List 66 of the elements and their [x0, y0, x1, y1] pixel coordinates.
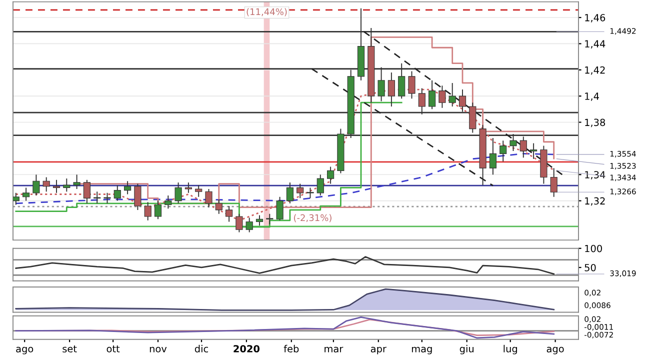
candlestick: [124, 180, 132, 195]
candlestick: [215, 198, 222, 214]
candlestick: [388, 72, 395, 108]
x-tick-label: dic: [194, 344, 208, 352]
line-series: [15, 256, 555, 275]
x-tick-label: ago: [16, 346, 34, 354]
candlestick: [205, 188, 212, 208]
candlestick: [306, 187, 314, 199]
y-tick-label: 1,38: [585, 118, 606, 128]
candlestick: [530, 142, 538, 160]
candlestick: [246, 217, 253, 233]
candlestick: [83, 179, 90, 204]
candlestick: [276, 196, 284, 221]
candlestick: [184, 182, 192, 194]
candlestick: [94, 191, 101, 204]
candlestick: [42, 176, 50, 192]
candlestick: [500, 140, 507, 162]
x-tick-label: ott: [106, 345, 120, 352]
x-tick-label: set: [62, 345, 77, 352]
x-tick-label: 2020: [234, 345, 260, 352]
band-label: (11,44%): [246, 8, 287, 16]
y-tick-label: 1,44: [585, 40, 606, 49]
candlestick: [195, 184, 202, 198]
candlestick: [438, 85, 446, 108]
y-tick-label: 100: [585, 244, 602, 252]
candlestick: [73, 174, 80, 190]
candlestick: [489, 137, 496, 176]
candlestick: [316, 174, 324, 196]
candlestick: [63, 178, 70, 192]
candlestick: [174, 182, 182, 204]
x-tick-label: mag: [412, 346, 432, 354]
candlestick: [22, 187, 30, 202]
candlestick: [164, 195, 172, 210]
x-tick-label: lug: [504, 344, 517, 354]
candlestick: [236, 213, 243, 233]
y-tick-label: 1,4: [585, 92, 599, 101]
line-series: [15, 152, 555, 204]
x-tick-label: ago: [546, 346, 564, 354]
candlestick: [13, 192, 20, 206]
x-tick-label: mar: [324, 346, 344, 352]
candlestick: [154, 200, 162, 220]
candlestick: [144, 202, 152, 221]
candlestick: [32, 174, 40, 196]
candlestick: [286, 182, 294, 204]
candlestick: [448, 82, 456, 108]
x-tick-label: feb: [284, 344, 299, 352]
y-tick-label: 50: [584, 264, 596, 272]
x-tick-label: giu: [460, 344, 474, 354]
y-tick-label: 1,32: [585, 197, 605, 206]
candlestick: [327, 166, 334, 184]
candlestick: [52, 179, 60, 194]
candlestick: [256, 214, 264, 226]
y-tick-label: 1,34: [585, 171, 606, 180]
x-tick-label: apr: [370, 346, 386, 354]
candlestick: [104, 192, 111, 204]
x-tick-label: nov: [150, 346, 167, 352]
y-tick-label: 1,46: [585, 14, 606, 22]
candlestick: [226, 206, 233, 222]
y-tick-label: 1,42: [585, 66, 605, 75]
candlestick: [266, 213, 274, 225]
candlestick: [428, 80, 436, 110]
annotation: (-2,31%): [294, 214, 332, 222]
candlestick: [550, 168, 558, 198]
candlestick: [114, 184, 121, 202]
candlestick: [134, 183, 142, 210]
candlestick: [296, 183, 304, 199]
